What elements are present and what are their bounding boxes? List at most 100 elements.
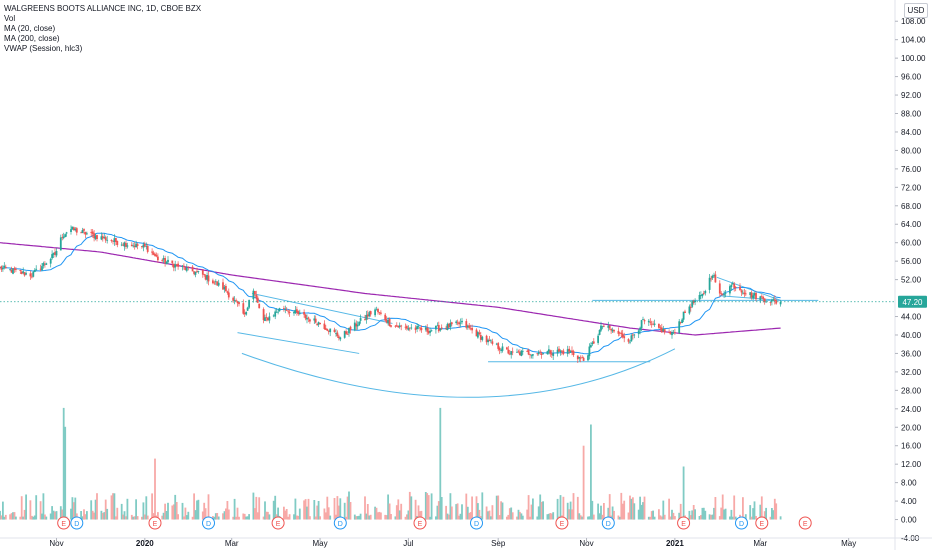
volume-bar xyxy=(500,501,502,520)
candle-body xyxy=(466,325,469,328)
candle xyxy=(329,328,332,337)
dividend-marker[interactable]: D xyxy=(601,516,615,530)
earnings-marker[interactable]: E xyxy=(57,516,71,530)
earnings-marker[interactable]: E xyxy=(677,516,691,530)
candle xyxy=(682,311,685,323)
candle-body xyxy=(268,316,271,321)
candle-body xyxy=(750,292,753,298)
volume-bar xyxy=(448,514,450,520)
volume-bar xyxy=(81,516,84,520)
earnings-marker[interactable]: E xyxy=(271,516,285,530)
candle xyxy=(521,347,524,355)
dividend-marker[interactable]: D xyxy=(70,516,84,530)
volume-bar xyxy=(700,515,702,520)
volume-bar xyxy=(720,507,723,520)
candle xyxy=(723,290,725,298)
candle-body xyxy=(49,259,52,264)
volume-bar xyxy=(287,516,290,520)
candle-body xyxy=(167,259,169,263)
earnings-marker[interactable]: E xyxy=(798,516,812,530)
candle xyxy=(172,263,175,272)
candle xyxy=(742,289,744,295)
candle-body xyxy=(262,309,265,321)
candle-body xyxy=(406,326,408,329)
volume-bar xyxy=(461,504,463,520)
earnings-marker[interactable]: E xyxy=(555,516,569,530)
candle xyxy=(285,307,288,311)
earnings-marker[interactable]: E xyxy=(148,516,162,530)
volume-bar xyxy=(663,514,666,520)
volume-bar xyxy=(450,506,453,520)
volume-bar xyxy=(377,512,379,520)
candle-body xyxy=(485,335,488,343)
candle xyxy=(440,324,443,330)
candle-body xyxy=(621,333,624,338)
currency-button[interactable]: USD xyxy=(904,3,928,18)
candle xyxy=(755,291,757,302)
last-price-tag xyxy=(898,295,927,308)
candle-body xyxy=(530,355,533,357)
candle xyxy=(307,316,310,323)
candle-body xyxy=(652,323,654,325)
earnings-marker[interactable]: E xyxy=(413,516,427,530)
volume-bar xyxy=(598,513,601,520)
legend-vwap[interactable]: VWAP (Session, hlc3) xyxy=(4,44,83,53)
candle xyxy=(702,290,705,296)
candle-body xyxy=(498,347,501,351)
candle xyxy=(10,266,13,273)
candle xyxy=(461,317,463,325)
event-label: E xyxy=(759,521,764,528)
volume-bar xyxy=(485,506,488,520)
candle xyxy=(516,348,518,353)
volume-bar xyxy=(233,498,236,520)
candle xyxy=(540,351,543,359)
candle xyxy=(284,305,287,314)
trend-drawings[interactable] xyxy=(237,276,819,398)
volume-bar xyxy=(213,516,216,520)
candle-body xyxy=(2,267,4,270)
time-axis[interactable]: Nov 2020 Mar May Jul Sep Nov 2021 Mar May xyxy=(0,537,932,548)
time-tick-label: 2020 xyxy=(136,539,154,548)
candle-body xyxy=(740,290,743,293)
candle-body xyxy=(601,326,604,328)
volume-bar xyxy=(313,500,316,520)
legend-vol[interactable]: Vol xyxy=(4,14,16,23)
volume-bar xyxy=(475,496,478,520)
volume-bar xyxy=(242,513,245,520)
candle xyxy=(450,321,453,327)
dividend-marker[interactable]: D xyxy=(333,516,347,530)
candle xyxy=(414,325,417,334)
dividend-marker[interactable]: D xyxy=(470,516,483,530)
candle xyxy=(429,327,431,337)
candle xyxy=(13,266,16,273)
candle-body xyxy=(177,263,179,267)
legend-ma200[interactable]: MA (200, close) xyxy=(4,34,60,43)
event-label: E xyxy=(276,521,281,528)
candle-body xyxy=(216,281,219,286)
event-label: E xyxy=(153,521,158,528)
event-label: E xyxy=(61,521,66,528)
candle xyxy=(61,233,64,241)
legend-ma20[interactable]: MA (20, close) xyxy=(4,24,56,33)
symbol-title[interactable]: WALGREENS BOOTS ALLIANCE INC, 1D, Cboe B… xyxy=(4,4,202,13)
volume-bar xyxy=(54,511,56,520)
candle xyxy=(507,346,510,355)
candle xyxy=(120,242,123,247)
candle xyxy=(490,339,492,344)
volume-bar xyxy=(316,505,319,520)
price-axis[interactable]: -4.000.004.008.0012.0016.0020.0024.0028.… xyxy=(894,0,926,550)
dividend-marker[interactable]: D xyxy=(202,516,215,530)
volume-bar xyxy=(537,506,540,520)
candle-body xyxy=(674,332,676,333)
volume-bar xyxy=(429,516,431,520)
candle-body xyxy=(152,252,155,255)
candle xyxy=(753,292,756,299)
earnings-marker[interactable]: E xyxy=(755,516,769,530)
candle xyxy=(130,242,133,247)
candle xyxy=(588,343,591,360)
dividend-marker[interactable]: D xyxy=(735,516,748,530)
candle xyxy=(106,235,109,244)
candle xyxy=(537,350,540,356)
